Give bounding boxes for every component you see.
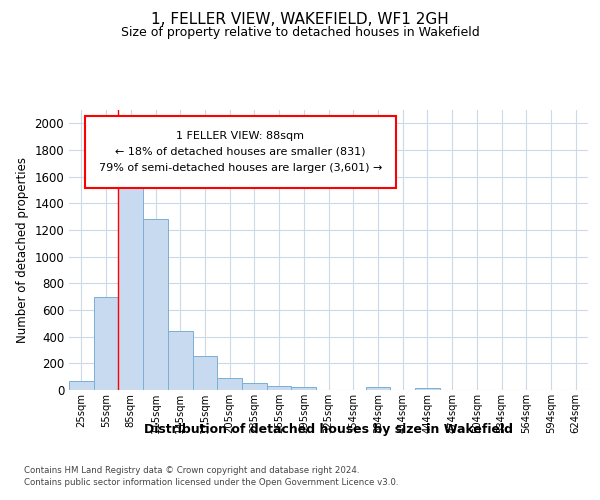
Bar xyxy=(242,382,267,390)
FancyBboxPatch shape xyxy=(85,116,396,188)
Bar xyxy=(69,382,94,390)
Bar xyxy=(365,388,390,390)
Bar xyxy=(193,356,217,390)
Bar xyxy=(94,298,118,390)
Text: Contains HM Land Registry data © Crown copyright and database right 2024.: Contains HM Land Registry data © Crown c… xyxy=(24,466,359,475)
Bar xyxy=(217,378,242,390)
Bar xyxy=(267,386,292,390)
Bar xyxy=(118,172,143,390)
Text: Contains public sector information licensed under the Open Government Licence v3: Contains public sector information licen… xyxy=(24,478,398,487)
Bar xyxy=(168,332,193,390)
Bar xyxy=(143,220,168,390)
Y-axis label: Number of detached properties: Number of detached properties xyxy=(16,157,29,343)
Text: 1 FELLER VIEW: 88sqm
← 18% of detached houses are smaller (831)
79% of semi-deta: 1 FELLER VIEW: 88sqm ← 18% of detached h… xyxy=(98,132,382,172)
Bar xyxy=(292,386,316,390)
Text: Distribution of detached houses by size in Wakefield: Distribution of detached houses by size … xyxy=(145,422,513,436)
Text: 1, FELLER VIEW, WAKEFIELD, WF1 2GH: 1, FELLER VIEW, WAKEFIELD, WF1 2GH xyxy=(151,12,449,28)
Text: Size of property relative to detached houses in Wakefield: Size of property relative to detached ho… xyxy=(121,26,479,39)
Bar xyxy=(415,388,440,390)
